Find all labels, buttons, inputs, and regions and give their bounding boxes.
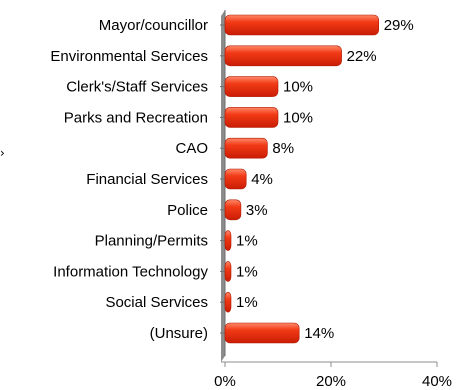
data-label: 10% xyxy=(283,79,313,96)
x-tick-label: 40% xyxy=(422,373,452,390)
category-label: Police xyxy=(167,202,208,219)
category-label: (Unsure) xyxy=(150,325,208,342)
category-label: Environmental Services xyxy=(50,48,208,65)
bar xyxy=(224,45,342,67)
category-label: Clerk's/Staff Services xyxy=(66,79,208,96)
category-label: Planning/Permits xyxy=(95,233,208,250)
data-label: 14% xyxy=(304,325,334,342)
x-tick-label: 20% xyxy=(316,373,346,390)
edge-marker-icon: › xyxy=(0,146,5,160)
data-label: 10% xyxy=(283,109,313,126)
bar xyxy=(224,322,300,344)
category-label: Information Technology xyxy=(53,263,208,280)
data-label: 8% xyxy=(272,140,294,157)
y-axis-wall xyxy=(221,10,225,362)
data-label: 1% xyxy=(236,263,258,280)
data-label: 1% xyxy=(236,233,258,250)
bar xyxy=(224,137,268,159)
x-tick-label: 0% xyxy=(214,373,236,390)
category-label: CAO xyxy=(175,140,208,157)
category-label: Mayor/councillor xyxy=(99,17,208,34)
data-label: 3% xyxy=(246,202,268,219)
bar xyxy=(224,107,279,128)
category-label: Parks and Recreation xyxy=(64,109,208,126)
data-label: 22% xyxy=(347,48,377,65)
bar xyxy=(224,230,232,251)
category-label: Financial Services xyxy=(86,171,208,188)
bar xyxy=(224,168,247,190)
category-label: Social Services xyxy=(105,294,208,311)
bar xyxy=(224,261,232,282)
bar xyxy=(224,76,279,97)
bar xyxy=(224,291,232,313)
bar xyxy=(224,199,242,221)
data-label: 1% xyxy=(236,294,258,311)
data-label: 29% xyxy=(384,17,414,34)
bar xyxy=(224,14,379,36)
data-label: 4% xyxy=(251,171,273,188)
